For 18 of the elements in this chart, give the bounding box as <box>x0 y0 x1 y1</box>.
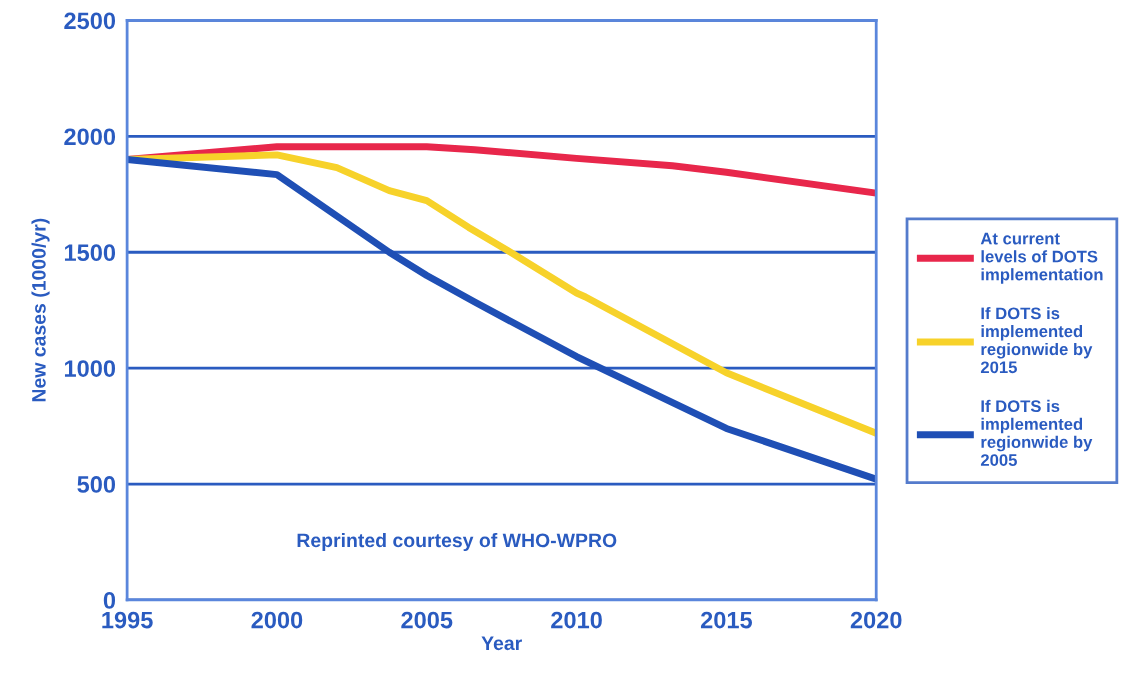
x-tick-label: 2000 <box>251 611 303 629</box>
y-tick-label: 1000 <box>64 360 116 377</box>
x-tick-label: 2005 <box>401 611 453 629</box>
x-tick-label: 2020 <box>850 611 902 629</box>
legend-label: If DOTS is implemented regionwide by 2005 <box>980 399 1093 466</box>
y-tick-label: 0 <box>103 592 116 609</box>
x-tick-label: 1995 <box>102 611 153 629</box>
y-tick-label: 500 <box>77 476 116 493</box>
x-axis-title: Year <box>481 636 522 651</box>
y-tick-label: 2500 <box>64 12 116 30</box>
y-axis-title: New cases (1000/yr) <box>31 218 50 402</box>
x-tick-label: 2015 <box>700 611 753 629</box>
x-tick-label: 2010 <box>551 611 602 629</box>
y-tick-label: 2000 <box>64 128 116 146</box>
legend-label: At current levels of DOTS implementation <box>980 232 1103 284</box>
legend-label: If DOTS is implemented regionwide by 2015 <box>980 307 1093 374</box>
y-tick-label: 1500 <box>64 244 116 262</box>
annotation: Reprinted courtesy of WHO-WPRO <box>297 532 617 552</box>
